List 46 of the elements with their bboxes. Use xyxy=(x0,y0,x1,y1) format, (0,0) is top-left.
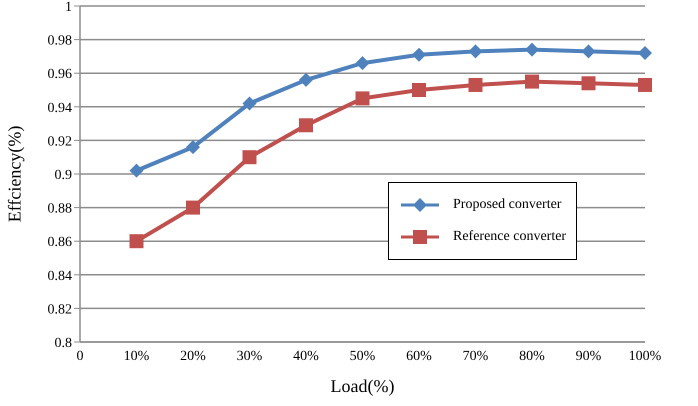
point xyxy=(582,76,596,90)
y-axis-title: Effciency(%) xyxy=(4,126,24,222)
point xyxy=(356,91,370,106)
point xyxy=(468,44,482,58)
legend-label: Proposed converter xyxy=(453,197,562,213)
point xyxy=(582,44,596,58)
y-tick-label: 0.8 xyxy=(54,336,72,351)
point xyxy=(299,118,313,132)
y-tick-label: 0.82 xyxy=(48,302,72,318)
point xyxy=(468,78,482,92)
point xyxy=(242,96,256,110)
x-tick-label: 60% xyxy=(406,348,432,364)
x-tick-label: 0 xyxy=(76,348,84,364)
point xyxy=(412,48,426,62)
y-tick-label: 1 xyxy=(65,0,72,15)
point xyxy=(356,56,370,70)
point xyxy=(412,83,426,97)
point xyxy=(525,42,539,57)
x-tick-label: 30% xyxy=(236,348,263,364)
y-tick-label: 0.88 xyxy=(48,202,72,217)
x-tick-label: 100% xyxy=(628,348,662,364)
y-tick-label: 0.9 xyxy=(54,168,72,183)
x-tick-label: 80% xyxy=(519,348,546,364)
x-tick-label: 50% xyxy=(350,348,376,364)
x-axis-title: Load(%) xyxy=(330,376,394,396)
point xyxy=(130,164,144,178)
y-tick-label: 0.98 xyxy=(48,34,72,49)
point xyxy=(242,150,256,164)
legend-label: Reference converter xyxy=(453,229,566,245)
point xyxy=(186,200,200,215)
y-tick-label: 0.86 xyxy=(48,235,72,250)
point xyxy=(638,46,652,60)
y-tick-label: 0.84 xyxy=(48,268,72,284)
x-tick-label: 40% xyxy=(293,348,320,364)
y-tick-label: 0.94 xyxy=(48,100,72,116)
y-tick-label: 0.96 xyxy=(48,67,72,82)
x-tick-label: 70% xyxy=(462,348,489,364)
point xyxy=(130,234,144,248)
point xyxy=(638,78,652,92)
x-tick-label: 20% xyxy=(180,348,206,364)
point xyxy=(299,72,313,87)
x-tick-label: 10% xyxy=(124,348,150,364)
point xyxy=(525,74,539,89)
y-tick-label: 0.92 xyxy=(48,134,72,150)
x-tick-label: 90% xyxy=(576,348,602,364)
point xyxy=(186,140,200,154)
